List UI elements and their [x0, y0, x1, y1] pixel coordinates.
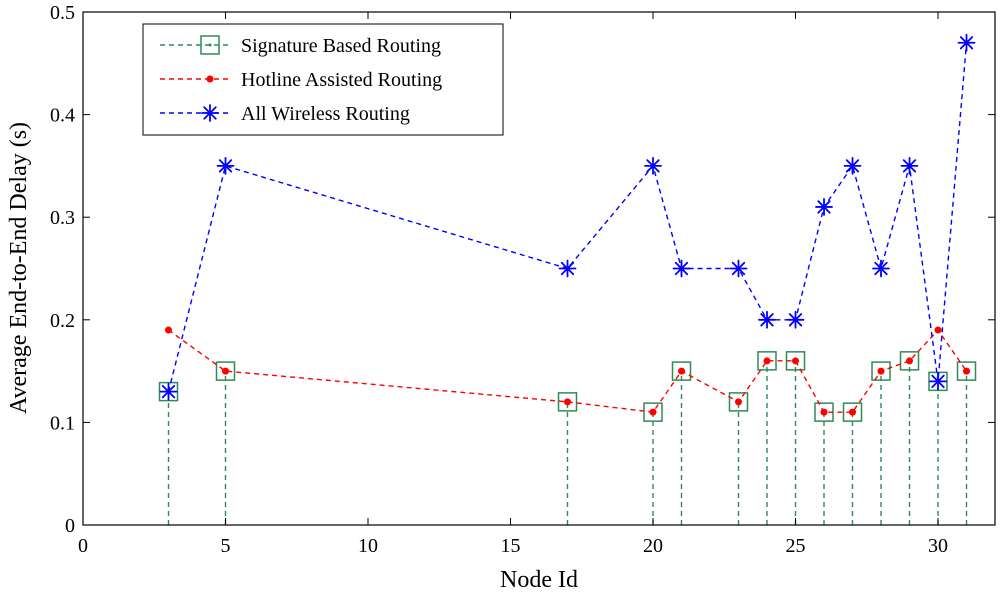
star-marker	[786, 310, 805, 329]
series-1	[165, 326, 970, 416]
star-stroke	[788, 313, 803, 327]
dot-marker	[906, 357, 913, 365]
dot-marker	[678, 367, 685, 375]
dot-marker	[165, 326, 172, 334]
dot-marker	[763, 357, 771, 365]
star-marker	[644, 156, 662, 175]
square-marker	[899, 351, 920, 371]
legend-entry: Hotline Assisted Routing	[160, 69, 442, 91]
y-tick-label: 0.3	[50, 207, 75, 229]
star-stroke	[874, 261, 888, 276]
series-line	[168, 328, 968, 413]
star-stroke	[817, 200, 831, 214]
x-axis-label: Node Id	[500, 567, 578, 592]
square-marker	[871, 361, 891, 381]
square-marker	[643, 402, 663, 422]
legend-entry: All Wireless Routing	[160, 103, 410, 125]
star-stroke	[959, 36, 974, 50]
star-stroke	[161, 384, 176, 399]
star-marker	[758, 310, 776, 329]
y-tick-label: 0.2	[50, 310, 75, 332]
square-marker	[200, 35, 220, 55]
star-marker	[929, 372, 947, 391]
star-marker	[729, 259, 748, 278]
square-marker	[785, 351, 806, 371]
dot-marker	[877, 367, 885, 375]
star-stroke	[902, 159, 917, 173]
x-tick-label: 10	[358, 535, 378, 557]
dot-marker	[934, 326, 942, 334]
x-tick-label: 30	[928, 535, 948, 557]
dot-marker	[963, 367, 970, 375]
square-marker	[557, 392, 578, 412]
star-stroke	[674, 261, 689, 276]
square-marker	[158, 381, 179, 402]
y-axis-label: Average End-to-End Delay (s)	[6, 122, 32, 414]
plot-area	[158, 33, 977, 525]
series-2	[159, 33, 976, 401]
dot-marker	[564, 398, 571, 406]
series-line	[167, 42, 968, 392]
star-marker	[558, 259, 577, 278]
star-stroke	[218, 159, 233, 173]
axis-ticks: 0 5 10 15 20 25 30 0 0.1 0.2 0.3 0.4 0.5	[50, 2, 995, 557]
star-stroke	[203, 106, 217, 120]
square-marker	[956, 361, 977, 381]
dot-marker	[820, 408, 828, 416]
dot-marker	[649, 408, 657, 416]
star-marker	[672, 259, 691, 278]
star-marker	[843, 156, 862, 175]
star-marker	[159, 382, 178, 401]
star-marker	[815, 198, 833, 216]
x-tick-label: 0	[78, 535, 88, 557]
star-stroke	[646, 159, 660, 173]
dot-marker	[792, 357, 799, 365]
y-tick-label: 0.5	[50, 2, 75, 24]
square-marker	[842, 402, 863, 422]
dot-marker	[222, 367, 229, 375]
legend-box	[142, 23, 504, 136]
square-marker-center	[208, 43, 212, 47]
legend-label: Signature Based Routing	[241, 35, 441, 57]
star-stroke	[845, 159, 860, 173]
legend-entry: Signature Based Routing	[160, 35, 441, 57]
square-marker	[671, 361, 692, 381]
star-stroke	[760, 313, 774, 327]
star-stroke	[931, 374, 945, 389]
y-tick-label: 0.4	[50, 105, 75, 127]
square-marker	[757, 351, 777, 371]
x-tick-label: 5	[221, 535, 231, 557]
square-marker	[728, 392, 749, 412]
y-tick-label: 0	[65, 515, 75, 537]
square-marker	[928, 371, 948, 392]
legend-label: Hotline Assisted Routing	[241, 69, 442, 91]
dot-marker	[206, 75, 214, 83]
legend: Signature Based Routing Hotline Assisted …	[142, 23, 504, 136]
star-marker	[900, 156, 919, 175]
x-tick-label: 25	[786, 535, 806, 557]
star-stroke	[731, 261, 746, 276]
plot-frame	[82, 11, 996, 526]
star-stroke	[560, 261, 575, 276]
dot-marker	[849, 408, 856, 416]
dot-marker	[735, 398, 742, 406]
star-marker	[872, 259, 890, 278]
star-marker	[957, 33, 976, 52]
star-marker	[201, 104, 219, 122]
legend-label: All Wireless Routing	[241, 103, 410, 125]
x-tick-label: 20	[643, 535, 663, 557]
x-tick-label: 15	[501, 535, 521, 557]
square-marker	[215, 361, 236, 381]
star-marker	[216, 156, 235, 175]
y-tick-label: 0.1	[50, 412, 75, 434]
